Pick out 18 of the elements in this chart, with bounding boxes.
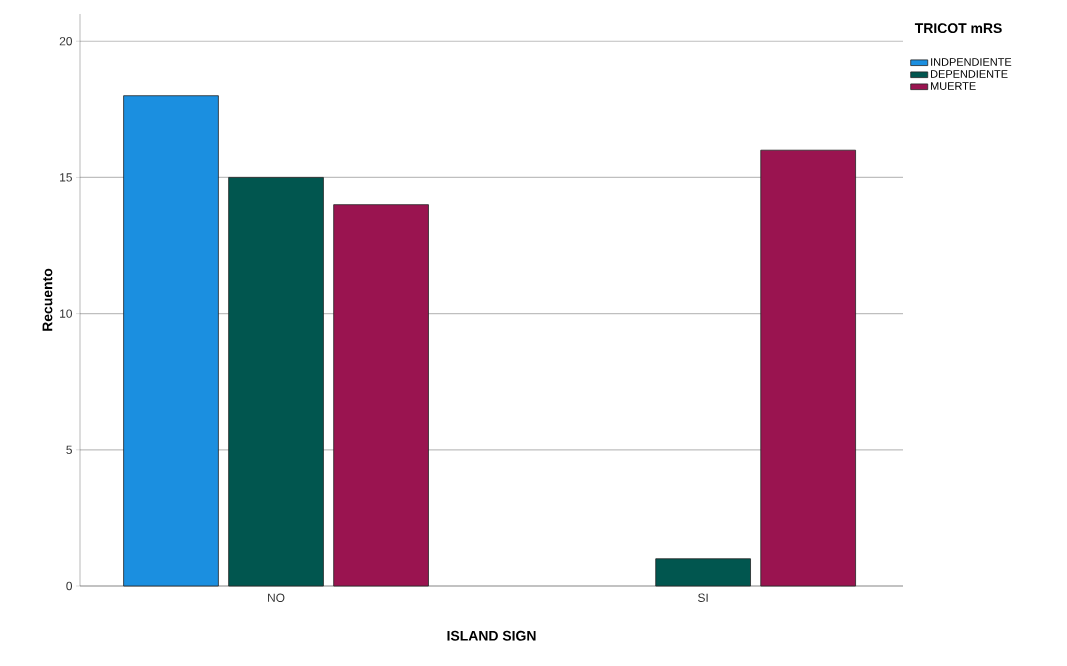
x-tick-label: SI bbox=[698, 593, 708, 602]
y-axis-title: Recuento bbox=[42, 268, 53, 331]
bar bbox=[760, 149, 856, 587]
x-axis-title: ISLAND SIGN bbox=[447, 630, 536, 641]
y-tick-label: 10 bbox=[60, 309, 73, 318]
bar bbox=[655, 558, 751, 587]
y-tick-label: 20 bbox=[59, 37, 73, 46]
bar bbox=[333, 204, 429, 587]
y-tick-label: 0 bbox=[66, 581, 73, 591]
y-tick-label: 5 bbox=[66, 445, 72, 454]
bar bbox=[123, 95, 219, 587]
x-tick-label: NO bbox=[268, 593, 285, 602]
y-tick-label: 15 bbox=[60, 173, 72, 182]
legend-label: DEPENDIENTE bbox=[931, 70, 1008, 78]
legend-label: INDPENDIENTE bbox=[931, 58, 1012, 66]
legend-title: TRICOT mRS bbox=[914, 23, 1002, 34]
legend-label: MUERTE bbox=[931, 82, 976, 90]
bar bbox=[228, 177, 324, 587]
